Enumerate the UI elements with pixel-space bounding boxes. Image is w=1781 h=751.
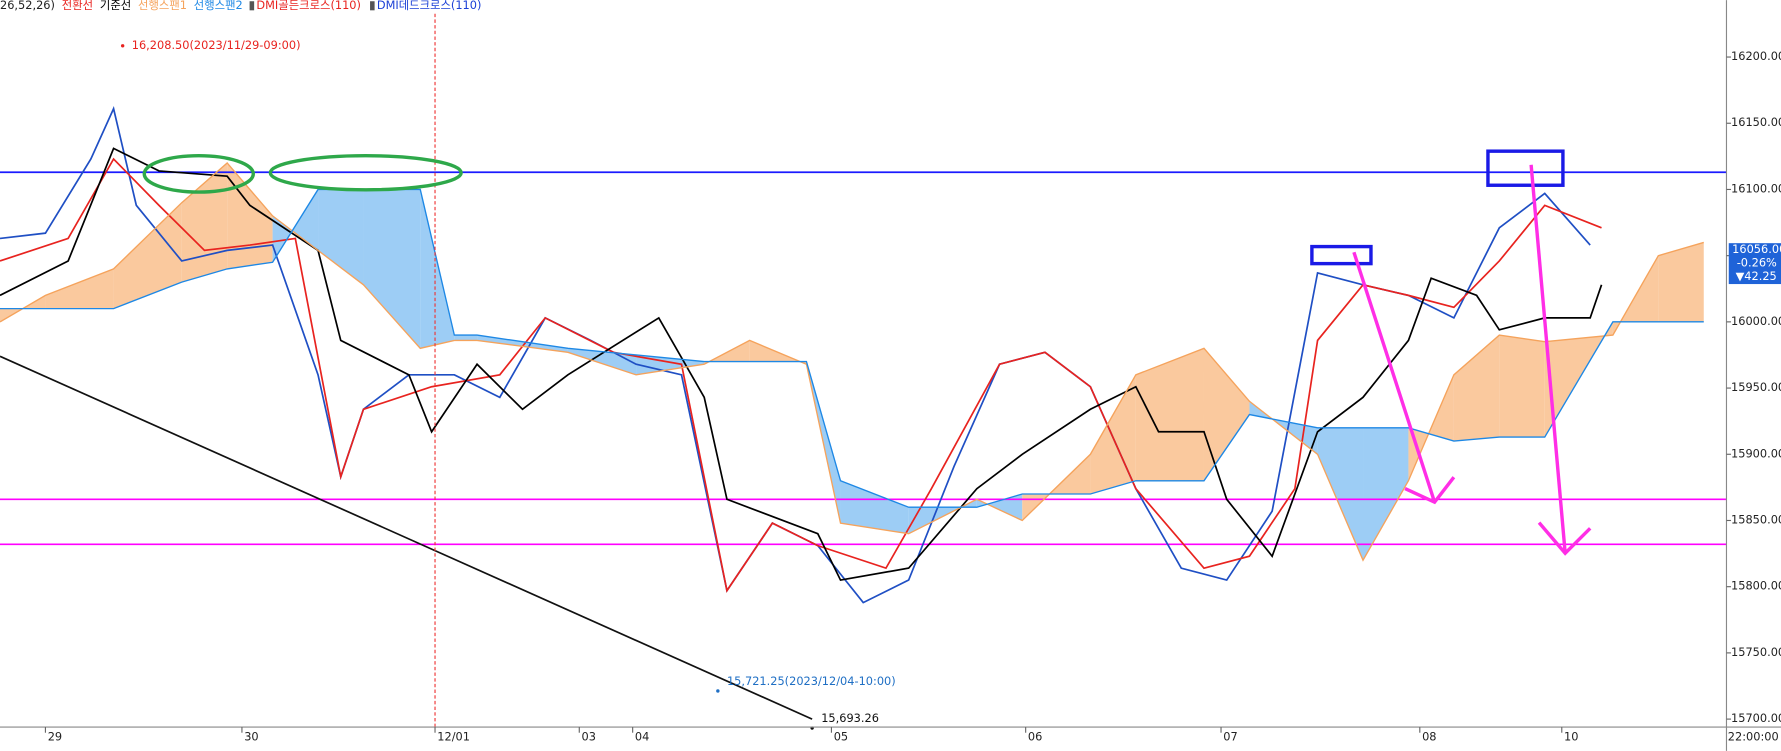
cloud (363, 189, 421, 349)
y-tick-label: 16200.00 (1731, 49, 1781, 63)
legend-entry: 전환선 (62, 0, 93, 12)
cloud (1658, 242, 1704, 322)
trend-line (0, 355, 813, 720)
cloud (1363, 427, 1409, 561)
y-tick-label: 15750.00 (1731, 645, 1781, 659)
cloud (45, 268, 114, 309)
y-tick-label: 16150.00 (1731, 115, 1781, 129)
series-line (0, 147, 1603, 582)
legend-entry: DMI데드크로스(110) (377, 0, 482, 12)
highlight-box (1486, 149, 1565, 187)
cloud (976, 493, 1023, 521)
x-tick-label: 05 (834, 729, 848, 743)
y-tick-label: 16100.00 (1731, 181, 1781, 195)
annotation-label: 16,208.50(2023/11/29-09:00) (132, 38, 301, 52)
axes: 15700.00 15750.00 15800.00 15850.00 15900.00… (44, 49, 1781, 743)
last-price: 16056.00 (1732, 242, 1781, 256)
x-tick-label: 12/01 (437, 729, 470, 743)
arrow (1352, 164, 1592, 556)
legend-header: 26,52,26) (0, 0, 55, 12)
x-tick-label: 08 (1422, 729, 1436, 743)
cloud (113, 202, 182, 309)
x-tick-label: 29 (48, 729, 62, 743)
time-label: 22:00:00 (1728, 729, 1779, 743)
series-line (0, 188, 1704, 508)
cloud (840, 480, 909, 534)
legend-swatch (249, 1, 255, 11)
last-change: -0.26% (1737, 256, 1777, 270)
legend-entry: DMI골든크로스(110) (256, 0, 361, 12)
cloud (454, 335, 478, 341)
legend-entry: 기준선 (100, 0, 131, 12)
plot-area: 16,208.50(2023/11/29-09:00) 15,721.25(202… (0, 38, 1727, 730)
x-tick-label: 10 (1564, 729, 1578, 743)
series-line (0, 162, 1704, 562)
cloud (1203, 348, 1250, 481)
highlight-ellipse (268, 154, 463, 192)
highlight-box (1310, 244, 1373, 266)
legend: 26,52,26) 전환선 기준선 선행스팬1 선행스팬2 DMI골든크로스(110) DM… (0, 0, 481, 12)
x-tick-label: 07 (1223, 729, 1237, 743)
cloud (1499, 335, 1545, 438)
y-tick-label: 15700.00 (1731, 711, 1781, 725)
y-tick-label: 15850.00 (1731, 512, 1781, 526)
cloud (318, 189, 364, 285)
y-tick-label: 16000.00 (1731, 314, 1781, 328)
y-tick-label: 15900.00 (1731, 446, 1781, 460)
x-tick-label: 03 (582, 729, 596, 743)
last-price-box (1728, 243, 1781, 285)
cloud (420, 189, 455, 349)
y-tick-label: 15950.00 (1731, 380, 1781, 394)
legend-swatch (370, 1, 375, 11)
series-line (0, 157, 1602, 593)
x-tick-label: 04 (635, 729, 649, 743)
highlight-ellipse (142, 154, 255, 194)
cloud (477, 335, 568, 353)
annotation-label: 15,693.26 (821, 711, 879, 725)
annotation-label: 15,721.25(2023/12/04-10:00) (727, 674, 896, 688)
x-tick-label: 30 (244, 729, 258, 743)
legend-entry: 선행스팬2 (194, 0, 243, 12)
cloud (1453, 335, 1500, 442)
annotation-point (716, 689, 720, 693)
cloud (1317, 427, 1364, 561)
last-diff: ▼42.25 (1736, 269, 1777, 283)
x-tick-label: 06 (1028, 729, 1042, 743)
legend-entry: 선행스팬1 (138, 0, 187, 12)
cloud (1135, 348, 1204, 481)
y-tick-label: 15800.00 (1731, 579, 1781, 593)
annotation-point (120, 44, 125, 48)
